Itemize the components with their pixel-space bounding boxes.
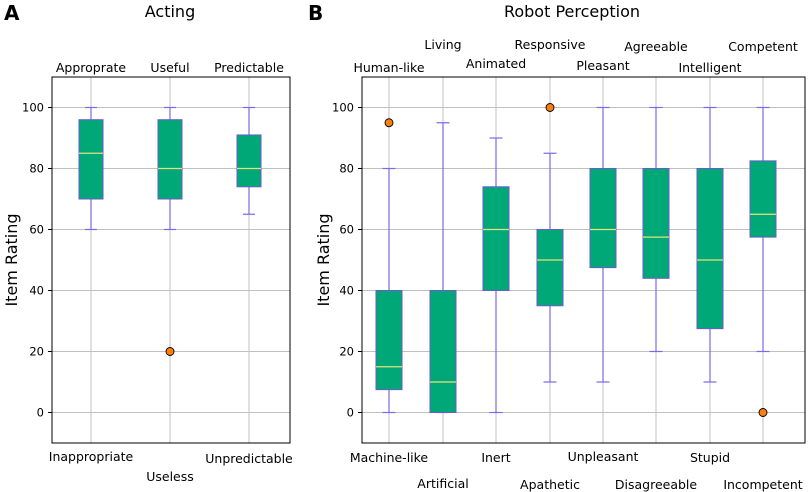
top-category-label: Competent <box>728 39 798 54</box>
y-tick-label: 80 <box>339 162 354 176</box>
y-tick-label: 20 <box>29 345 44 359</box>
panel-b-plot-frame <box>361 76 806 444</box>
box-0 <box>375 118 403 414</box>
y-tick-label: 100 <box>332 101 354 115</box>
outlier-point <box>165 347 175 356</box>
y-tick-label: 100 <box>22 101 44 115</box>
top-category-label: Living <box>424 37 461 52</box>
panel-a-plot-frame <box>51 76 291 444</box>
iqr-box <box>375 290 403 391</box>
y-tick-label: 20 <box>339 345 354 359</box>
y-tick-label: 80 <box>29 162 44 176</box>
panel-a-y-axis-label: Item Rating <box>2 213 21 306</box>
box-2 <box>236 106 262 215</box>
outlier-point <box>384 118 394 128</box>
panel-b-boxes <box>375 103 777 417</box>
outlier-point <box>545 103 555 112</box>
panel-b-y-axis-label: Item Rating <box>314 213 333 306</box>
iqr-box <box>429 290 457 413</box>
box-0 <box>78 106 104 231</box>
top-category-label: Predictable <box>214 60 284 75</box>
y-tick-label: 40 <box>29 284 44 298</box>
panel-b-letter: B <box>308 1 323 25</box>
bottom-category-label: Incompetent <box>723 477 802 492</box>
box-6 <box>696 106 724 383</box>
bottom-category-label: Disagreeable <box>615 477 698 492</box>
top-category-label: Human-like <box>353 60 424 75</box>
bottom-category-label: Inert <box>481 450 510 465</box>
box-1 <box>157 106 183 356</box>
y-tick-label: 60 <box>29 223 44 237</box>
panel-b-grid <box>362 77 805 443</box>
box-2 <box>482 137 510 414</box>
outlier-point <box>758 408 768 417</box>
y-tick-label: 40 <box>339 284 354 298</box>
box-3 <box>536 103 564 383</box>
panel-b-category-labels: Human-like Machine-like Living Artificial An… <box>350 37 803 492</box>
bottom-category-label: Inappropriate <box>49 449 134 464</box>
y-tick-label: 0 <box>347 406 354 420</box>
panel-a-boxes <box>78 106 262 356</box>
top-category-label: Useful <box>150 60 189 75</box>
top-category-label: Pleasant <box>576 58 629 73</box>
box-4 <box>589 106 617 383</box>
top-category-label: Approprate <box>56 60 127 75</box>
iqr-box <box>749 160 777 238</box>
iqr-box <box>78 119 104 200</box>
iqr-box <box>482 186 510 291</box>
y-tick-label: 0 <box>37 406 44 420</box>
top-category-label: Intelligent <box>678 60 741 75</box>
panel-b-title: Robot Perception <box>504 2 640 21</box>
top-category-label: Agreeable <box>624 39 688 54</box>
bottom-category-label: Apathetic <box>520 477 580 492</box>
top-category-label: Animated <box>466 56 526 71</box>
bottom-category-label: Artificial <box>417 476 468 491</box>
panel-a-title: Acting <box>145 2 195 21</box>
panel-a-letter: A <box>4 1 20 25</box>
panel-a-y-ticks: 0 20 40 60 80 100 <box>22 101 52 420</box>
panel-b: B Robot Perception Item Rating 0 20 40 60 80… <box>308 1 806 492</box>
panel-b-y-ticks: 0 20 40 60 80 100 <box>332 101 362 420</box>
iqr-box <box>157 119 183 200</box>
y-tick-label: 60 <box>339 223 354 237</box>
bottom-category-label: Stupid <box>690 450 730 465</box>
iqr-box <box>536 229 564 307</box>
iqr-box <box>696 168 724 330</box>
iqr-box <box>589 168 617 269</box>
panel-a: A Acting Item Rating 0 20 40 60 80 100 Approp… <box>2 1 293 484</box>
box-1 <box>429 122 457 414</box>
box-7 <box>749 106 777 417</box>
bottom-category-label: Unpleasant <box>568 449 639 464</box>
iqr-box <box>642 168 670 279</box>
bottom-category-label: Useless <box>146 469 194 484</box>
bottom-category-label: Unpredictable <box>205 451 293 466</box>
top-category-label: Responsive <box>515 37 586 52</box>
iqr-box <box>236 134 262 188</box>
panel-a-category-labels: Approprate Inappropriate Useful Useless Pred… <box>49 60 293 484</box>
bottom-category-label: Machine-like <box>350 450 429 465</box>
box-5 <box>642 106 670 353</box>
